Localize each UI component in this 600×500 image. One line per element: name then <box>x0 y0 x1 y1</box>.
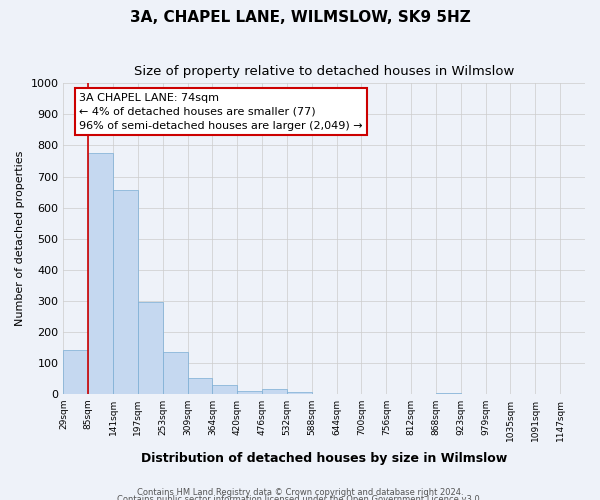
Bar <box>64 350 88 394</box>
Bar <box>113 190 138 394</box>
Bar <box>262 389 287 394</box>
Text: 3A CHAPEL LANE: 74sqm
← 4% of detached houses are smaller (77)
96% of semi-detac: 3A CHAPEL LANE: 74sqm ← 4% of detached h… <box>79 92 362 130</box>
Bar <box>212 384 237 394</box>
Bar <box>88 153 113 394</box>
Text: 3A, CHAPEL LANE, WILMSLOW, SK9 5HZ: 3A, CHAPEL LANE, WILMSLOW, SK9 5HZ <box>130 10 470 25</box>
Bar <box>287 392 312 394</box>
Bar <box>237 391 262 394</box>
X-axis label: Distribution of detached houses by size in Wilmslow: Distribution of detached houses by size … <box>141 452 508 465</box>
Text: Contains HM Land Registry data © Crown copyright and database right 2024.: Contains HM Land Registry data © Crown c… <box>137 488 463 497</box>
Y-axis label: Number of detached properties: Number of detached properties <box>15 151 25 326</box>
Title: Size of property relative to detached houses in Wilmslow: Size of property relative to detached ho… <box>134 65 514 78</box>
Text: Contains public sector information licensed under the Open Government Licence v3: Contains public sector information licen… <box>118 496 482 500</box>
Bar <box>163 352 188 394</box>
Bar <box>188 378 212 394</box>
Bar <box>138 302 163 394</box>
